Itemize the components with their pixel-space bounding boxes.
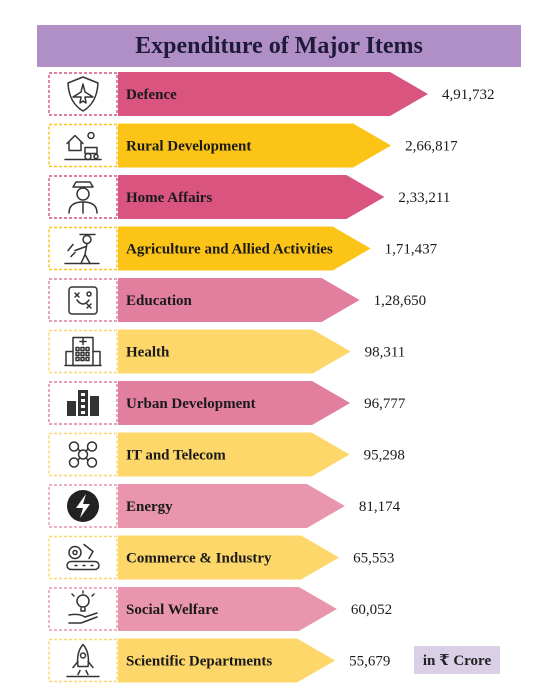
city-buildings-icon (67, 390, 99, 416)
value-label-health: 98,311 (365, 345, 406, 361)
category-label-agriculture-and-allied-activities: Agriculture and Allied Activities (126, 242, 333, 258)
category-label-social-welfare: Social Welfare (126, 602, 219, 618)
bar-it-and-telecom (118, 432, 350, 477)
icon-box-commerce-and-industry (48, 535, 118, 580)
value-label-it-and-telecom: 95,298 (364, 448, 405, 464)
category-label-it-and-telecom: IT and Telecom (126, 448, 226, 464)
category-label-health: Health (126, 345, 170, 361)
value-label-rural-development: 2,66,817 (405, 139, 458, 155)
bar-health (118, 329, 351, 374)
category-label-education: Education (126, 293, 193, 309)
bar-education (118, 278, 360, 322)
shield-jet-icon (67, 76, 99, 112)
bar-rural-development (118, 123, 392, 168)
welfare-hand-bulb-icon (68, 590, 98, 624)
category-label-urban-development: Urban Development (126, 396, 256, 412)
bar-agriculture-and-allied-activities (118, 226, 371, 271)
farmer-icon (64, 233, 100, 265)
value-label-energy: 81,174 (359, 499, 401, 515)
rocket-launch-icon (66, 643, 100, 678)
icon-box-defence (48, 72, 118, 116)
value-label-scientific-departments: 55,679 (349, 654, 390, 670)
industry-gears-icon (66, 543, 100, 571)
chart-title: Expenditure of Major Items (135, 32, 423, 59)
value-label-home-affairs: 2,33,211 (398, 190, 450, 206)
category-label-energy: Energy (126, 499, 173, 515)
bar-home-affairs (118, 175, 385, 219)
category-label-home-affairs: Home Affairs (126, 190, 212, 206)
category-label-commerce-and-industry: Commerce & Industry (126, 551, 272, 567)
icon-box-scientific-departments (48, 638, 118, 683)
bar-social-welfare (118, 587, 337, 631)
category-label-rural-development: Rural Development (126, 139, 251, 155)
bar-scientific-departments (118, 638, 336, 683)
value-label-social-welfare: 60,052 (351, 602, 392, 618)
value-label-defence: 4,91,732 (442, 87, 495, 103)
bar-commerce-and-industry (118, 535, 340, 580)
title-bar: Expenditure of Major Items (37, 25, 521, 67)
category-label-scientific-departments: Scientific Departments (126, 654, 272, 670)
value-label-education: 1,28,650 (374, 293, 427, 309)
value-label-commerce-and-industry: 65,553 (353, 551, 394, 567)
bar-energy (118, 484, 345, 528)
bar-defence (118, 72, 428, 116)
hospital-icon (64, 336, 102, 367)
unit-badge: in ₹ Crore (414, 646, 500, 674)
network-people-icon (68, 441, 98, 468)
energy-bolt-icon (67, 490, 99, 522)
bar-urban-development (118, 381, 351, 425)
value-label-urban-development: 96,777 (364, 396, 406, 412)
icon-box-it-and-telecom (48, 432, 118, 477)
education-board-icon (68, 286, 98, 315)
category-label-defence: Defence (126, 87, 177, 103)
rural-house-tractor-icon (64, 131, 102, 161)
police-officer-icon (68, 181, 98, 214)
value-label-agriculture-and-allied-activities: 1,71,437 (385, 242, 438, 258)
